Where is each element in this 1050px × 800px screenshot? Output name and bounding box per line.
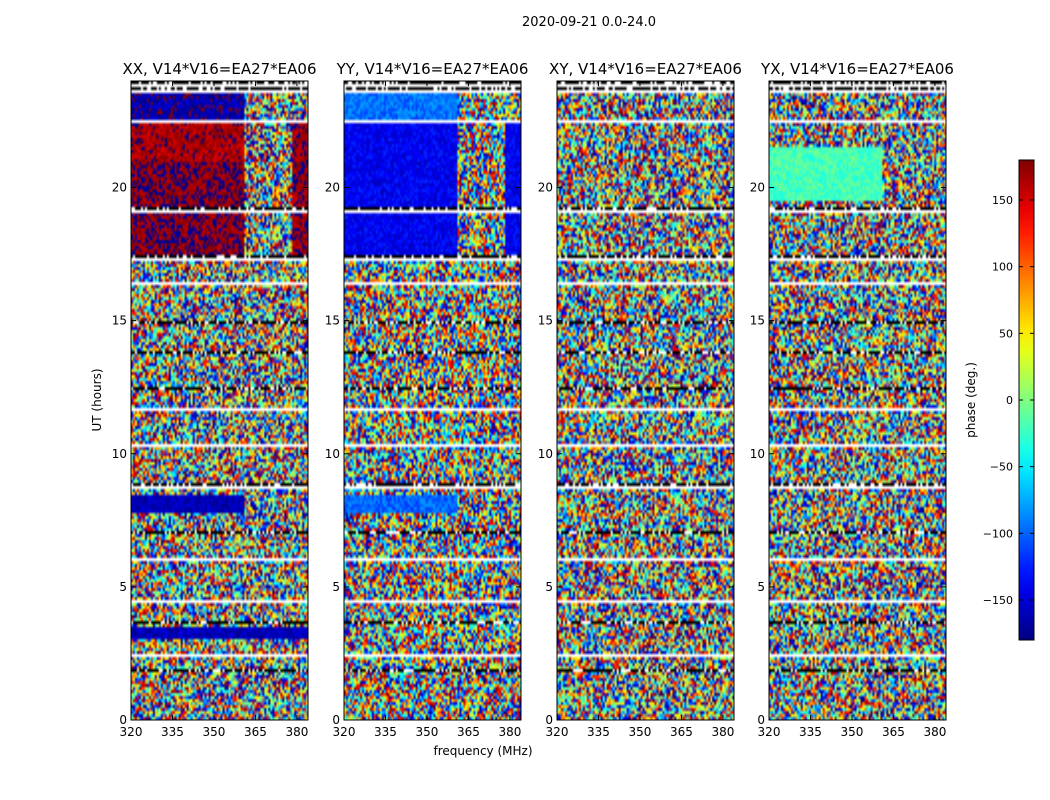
panel-title: YX, V14*V16=EA27*EA06 (760, 60, 954, 78)
y-tick-label: 0 (332, 713, 340, 727)
axes-frame (768, 80, 947, 721)
panel-title: XY, V14*V16=EA27*EA06 (549, 60, 742, 78)
x-tick-label: 380 (285, 725, 308, 739)
y-tick-label: 0 (757, 713, 765, 727)
y-tick-label: 20 (538, 181, 553, 195)
x-tick-label: 335 (587, 725, 610, 739)
axes-frame (556, 80, 735, 721)
x-tick-label: 350 (203, 725, 226, 739)
panel-1: YY, V14*V16=EA27*EA06 320 335 350 365 380 0 5 10… (325, 60, 529, 739)
y-tick-label: 5 (332, 580, 340, 594)
colorbar-tick-label: −50 (990, 461, 1013, 474)
colorbar-tick-label: 150 (992, 194, 1013, 207)
axes-frame (130, 80, 309, 721)
colorbar-tick-label: −100 (983, 527, 1013, 540)
panel-2: XY, V14*V16=EA27*EA06 320 335 350 365 380 0 5 10… (538, 60, 742, 739)
x-tick-label: 380 (923, 725, 946, 739)
x-tick-label: 380 (498, 725, 521, 739)
x-tick-label: 320 (546, 725, 569, 739)
y-tick-label: 20 (112, 181, 127, 195)
x-tick-label: 365 (670, 725, 693, 739)
panel-title: YY, V14*V16=EA27*EA06 (336, 60, 529, 78)
y-tick-label: 20 (750, 181, 765, 195)
y-tick-label: 15 (750, 314, 765, 328)
y-tick-label: 5 (119, 580, 127, 594)
colorbar-tick-label: −150 (983, 594, 1013, 607)
x-tick-label: 350 (841, 725, 864, 739)
x-tick-label: 320 (120, 725, 143, 739)
y-tick-label: 10 (750, 447, 765, 461)
x-tick-label: 335 (161, 725, 184, 739)
y-tick-label: 15 (325, 314, 340, 328)
y-tick-label: 5 (757, 580, 765, 594)
y-tick-label: 0 (545, 713, 553, 727)
colorbar-tick-label: 100 (992, 261, 1013, 274)
x-tick-label: 380 (711, 725, 734, 739)
x-tick-label: 320 (333, 725, 356, 739)
colorbar-tick-label: 0 (1006, 394, 1013, 407)
y-tick-label: 15 (538, 314, 553, 328)
panel-3: YX, V14*V16=EA27*EA06 320 335 350 365 380 0 5 10… (750, 60, 954, 739)
x-tick-label: 335 (374, 725, 397, 739)
y-tick-label: 10 (325, 447, 340, 461)
y-tick-label: 15 (112, 314, 127, 328)
x-tick-label: 365 (244, 725, 267, 739)
x-tick-label: 365 (457, 725, 480, 739)
x-tick-label: 320 (758, 725, 781, 739)
x-axis-label: frequency (MHz) (433, 744, 532, 758)
y-tick-label: 20 (325, 181, 340, 195)
heatmap-image (557, 81, 734, 720)
panel-0: XX, V14*V16=EA27*EA06 320 335 350 365 380 0 5 10… (112, 60, 317, 739)
colorbar: −150 −100 −50 0 50 100 150 (983, 159, 1035, 641)
heatmap-image (344, 81, 521, 720)
x-tick-label: 365 (882, 725, 905, 739)
panels: XX, V14*V16=EA27*EA06 320 335 350 365 380 0 5 10… (112, 60, 954, 739)
x-tick-label: 350 (629, 725, 652, 739)
axes-frame (343, 80, 522, 721)
y-tick-label: 0 (119, 713, 127, 727)
y-tick-label: 10 (538, 447, 553, 461)
colorbar-tick-label: 50 (999, 327, 1013, 340)
suptitle: 2020-09-21 0.0-24.0 (522, 15, 656, 30)
y-axis-label: UT (hours) (90, 368, 104, 431)
x-tick-label: 335 (799, 725, 822, 739)
heatmap-image (769, 81, 946, 720)
heatmap-image (131, 81, 308, 720)
y-tick-label: 5 (545, 580, 553, 594)
x-tick-label: 350 (416, 725, 439, 739)
y-tick-label: 10 (112, 447, 127, 461)
panel-title: XX, V14*V16=EA27*EA06 (122, 60, 316, 78)
colorbar-label: phase (deg.) (964, 362, 978, 438)
